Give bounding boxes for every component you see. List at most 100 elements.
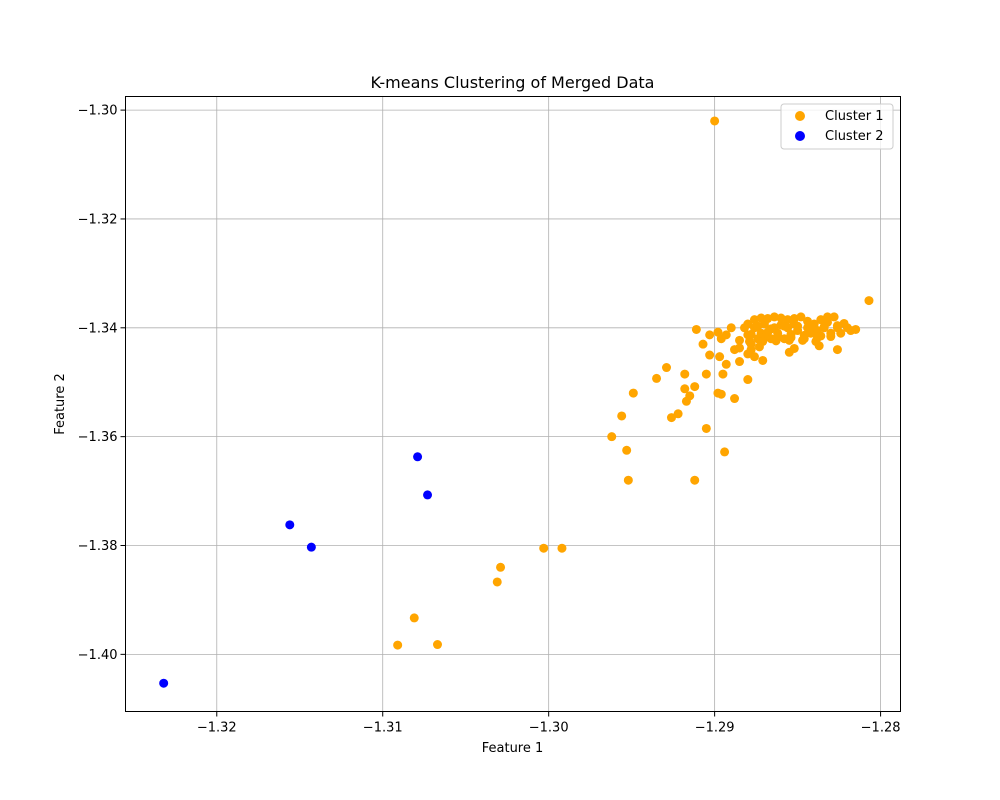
data-point-cluster-1: [705, 350, 715, 360]
data-point-cluster-1: [691, 324, 701, 334]
data-point-cluster-1: [743, 375, 753, 385]
data-point-cluster-1: [819, 322, 829, 332]
data-point-cluster-1: [690, 382, 700, 392]
data-point-cluster-1: [769, 312, 779, 322]
data-point-cluster-1: [798, 335, 808, 345]
data-point-cluster-1: [789, 314, 799, 324]
data-point-cluster-1: [779, 321, 789, 331]
data-point-cluster-1: [607, 432, 617, 442]
data-point-cluster-1: [766, 324, 776, 334]
data-point-cluster-2: [423, 490, 433, 500]
data-point-cluster-1: [492, 577, 502, 587]
data-point-cluster-1: [496, 562, 506, 572]
legend-box: [780, 103, 894, 150]
grid: [125, 96, 901, 712]
y-tick-label: −1.36: [78, 430, 118, 445]
data-point-cluster-1: [701, 369, 711, 379]
data-point-cluster-1: [851, 324, 861, 334]
data-point-cluster-1: [623, 475, 633, 485]
data-point-cluster-1: [701, 423, 711, 433]
data-point-cluster-1: [730, 394, 740, 404]
data-point-cluster-1: [743, 319, 753, 329]
x-tick-label: −1.30: [529, 721, 569, 736]
plot-frame: [125, 96, 901, 712]
data-point-cluster-1: [628, 388, 638, 398]
data-point-cluster-1: [721, 359, 731, 369]
data-point-cluster-1: [698, 339, 708, 349]
data-point-cluster-1: [735, 357, 745, 367]
y-axis-label: Feature 2: [53, 373, 68, 435]
data-point-cluster-1: [710, 116, 720, 126]
data-point-cluster-1: [690, 475, 700, 485]
y-tick-label: −1.38: [78, 539, 118, 554]
data-point-cluster-1: [754, 342, 764, 352]
data-point-cluster-1: [432, 640, 442, 650]
data-point-cluster-1: [666, 413, 676, 423]
legend-marker-cluster-2: [795, 131, 805, 141]
data-point-cluster-1: [617, 411, 627, 421]
data-point-cluster-1: [662, 363, 672, 373]
data-point-cluster-1: [746, 329, 756, 339]
data-point-cluster-1: [814, 341, 824, 351]
x-tick-label: −1.32: [197, 721, 237, 736]
x-tick-label: −1.29: [695, 721, 735, 736]
data-point-cluster-1: [726, 323, 736, 333]
chart-title: K-means Clustering of Merged Data: [371, 73, 655, 92]
data-point-cluster-1: [713, 327, 723, 337]
data-point-cluster-1: [539, 543, 549, 553]
data-point-cluster-2: [159, 678, 169, 688]
data-point-cluster-1: [832, 345, 842, 355]
y-tick-label: −1.30: [78, 104, 118, 119]
data-point-cluster-2: [285, 520, 295, 530]
data-point-cluster-1: [864, 296, 874, 306]
data-point-cluster-1: [652, 373, 662, 383]
x-tick-label: −1.31: [363, 721, 403, 736]
x-axis-ticks: −1.32 −1.31 −1.30 −1.29 −1.28: [197, 711, 901, 736]
data-point-cluster-1: [753, 321, 763, 331]
y-tick-label: −1.34: [78, 321, 118, 336]
data-point-cluster-1: [771, 336, 781, 346]
y-axis-ticks: −1.30 −1.32 −1.34 −1.36 −1.38 −1.40: [78, 104, 126, 663]
legend-label-cluster-2: Cluster 2: [825, 129, 884, 144]
data-point-cluster-1: [393, 640, 403, 650]
data-point-cluster-1: [836, 328, 846, 338]
data-point-cluster-1: [721, 330, 731, 340]
x-tick-label: −1.28: [861, 721, 901, 736]
data-point-cluster-1: [718, 369, 728, 379]
data-point-cluster-1: [784, 335, 794, 345]
data-point-cluster-1: [756, 313, 766, 323]
data-points: [159, 116, 874, 688]
y-tick-label: −1.32: [78, 212, 118, 227]
data-point-cluster-1: [758, 355, 768, 365]
data-point-cluster-1: [749, 352, 759, 362]
data-point-cluster-1: [680, 384, 690, 394]
data-point-cluster-1: [826, 332, 836, 342]
data-point-cluster-1: [744, 336, 754, 346]
data-point-cluster-1: [806, 322, 816, 332]
data-point-cluster-1: [680, 369, 690, 379]
data-point-cluster-1: [793, 321, 803, 331]
data-point-cluster-1: [715, 352, 725, 362]
data-point-cluster-1: [720, 447, 730, 457]
data-point-cluster-1: [705, 330, 715, 340]
data-point-cluster-1: [681, 396, 691, 406]
data-point-cluster-1: [789, 343, 799, 353]
data-point-cluster-1: [829, 312, 839, 322]
legend-marker-cluster-1: [795, 111, 805, 121]
legend-label-cluster-1: Cluster 1: [825, 109, 884, 124]
data-point-cluster-1: [735, 343, 745, 353]
data-point-cluster-1: [673, 409, 683, 419]
data-point-cluster-1: [822, 312, 832, 322]
x-axis-label: Feature 1: [482, 741, 544, 756]
legend: Cluster 1 Cluster 2: [780, 103, 894, 150]
data-point-cluster-1: [409, 613, 419, 623]
data-point-cluster-1: [557, 543, 567, 553]
data-point-cluster-1: [832, 321, 842, 331]
data-point-cluster-1: [716, 389, 726, 399]
data-point-cluster-1: [622, 445, 632, 455]
y-tick-label: −1.40: [78, 648, 118, 663]
data-point-cluster-1: [735, 335, 745, 345]
data-point-cluster-2: [413, 452, 423, 462]
data-point-cluster-2: [306, 542, 316, 552]
